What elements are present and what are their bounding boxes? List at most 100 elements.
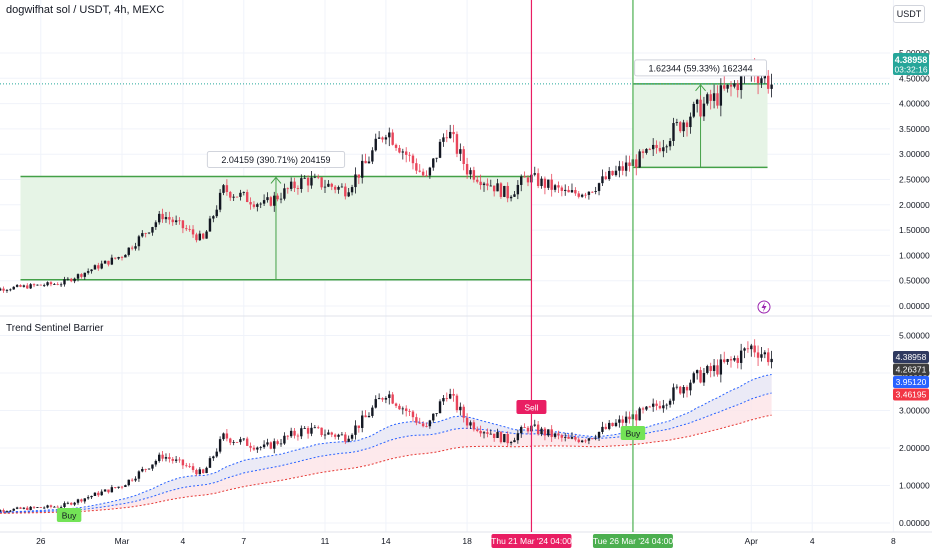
barrier-band-inner — [0, 374, 772, 513]
candle — [256, 204, 259, 207]
candle — [448, 394, 452, 399]
candle — [0, 288, 2, 291]
candle — [726, 84, 729, 89]
main-price-chart[interactable]: 2.04159 (390.71%) 204159 1.62344 (59.33%)… — [0, 58, 890, 294]
candle — [442, 398, 445, 402]
y-tick-label: 4.00000 — [899, 99, 930, 109]
candle — [679, 386, 682, 394]
candle — [736, 83, 739, 91]
candle — [709, 366, 712, 371]
candle — [739, 350, 743, 363]
candle — [706, 94, 709, 104]
candle — [256, 447, 259, 450]
candle — [59, 284, 63, 286]
candle — [682, 122, 685, 132]
candle — [151, 464, 154, 469]
candle — [618, 419, 621, 423]
candle — [283, 435, 286, 444]
candle — [12, 286, 15, 290]
candle — [337, 186, 340, 190]
candle — [90, 495, 93, 498]
candle — [557, 433, 560, 436]
candle — [53, 506, 56, 508]
candle — [628, 416, 631, 420]
currency-button[interactable]: USDT — [893, 5, 925, 23]
x-tick-label: 8 — [891, 536, 896, 546]
candle — [134, 478, 137, 481]
candle — [611, 170, 614, 176]
candle — [506, 185, 509, 199]
candle — [323, 186, 327, 188]
candle — [188, 229, 191, 230]
candle — [300, 178, 303, 189]
candle — [323, 434, 327, 436]
candle — [580, 194, 584, 197]
candle — [635, 159, 638, 168]
candle — [208, 458, 212, 468]
candle — [465, 417, 469, 426]
candle — [0, 510, 2, 512]
candle — [760, 78, 763, 84]
candle — [482, 432, 486, 434]
candle — [202, 469, 205, 474]
series-value-tag — [893, 351, 929, 363]
date-marker-bg — [592, 534, 673, 548]
sell-signal-label-bg — [516, 400, 547, 414]
y-tick-label: 3.50000 — [899, 124, 930, 134]
candle — [753, 345, 756, 353]
candle — [73, 278, 76, 282]
candle — [499, 183, 503, 197]
x-tick-label: 14 — [381, 536, 391, 546]
candle — [658, 147, 662, 152]
candle — [110, 257, 114, 265]
candle — [723, 85, 726, 89]
candle — [306, 428, 310, 434]
measure-label: 1.62344 (59.33%) 162344 — [649, 63, 753, 73]
candle — [344, 434, 347, 442]
candle — [496, 183, 499, 192]
series-value-label: 4.26371 — [896, 365, 927, 375]
candle — [492, 433, 496, 438]
candle — [567, 189, 570, 193]
candle — [83, 498, 86, 502]
candle — [110, 487, 114, 493]
candle — [42, 507, 46, 509]
candle — [29, 284, 32, 289]
candle — [340, 434, 344, 436]
candle — [205, 467, 208, 474]
candle — [5, 511, 9, 512]
candle — [682, 386, 685, 394]
candle — [333, 434, 337, 437]
candle — [702, 103, 706, 117]
candle — [401, 408, 405, 410]
candle — [648, 406, 651, 408]
candle — [262, 200, 266, 204]
candle — [492, 185, 496, 192]
candle — [218, 192, 222, 210]
candle — [195, 469, 198, 475]
candle — [151, 227, 154, 233]
date-marker-label: Tue 26 Mar '24 04:00 — [593, 536, 673, 546]
indicator-panel[interactable] — [0, 339, 773, 514]
candle — [124, 254, 127, 258]
candle — [374, 399, 377, 408]
candle — [235, 196, 239, 198]
candle — [222, 433, 225, 440]
candle — [117, 257, 120, 259]
series-value-tag — [893, 363, 929, 376]
candle — [289, 430, 293, 437]
candle — [317, 427, 320, 429]
candle — [712, 365, 716, 371]
candle — [455, 395, 459, 411]
candle — [756, 352, 760, 358]
candle — [5, 290, 9, 291]
candle — [9, 510, 12, 512]
candle — [608, 422, 611, 429]
candle — [624, 416, 628, 423]
candle — [158, 213, 161, 223]
candle — [509, 196, 513, 199]
candle — [313, 427, 317, 429]
candle — [557, 185, 560, 188]
candle — [689, 116, 692, 128]
x-tick-label: 4 — [181, 536, 186, 546]
